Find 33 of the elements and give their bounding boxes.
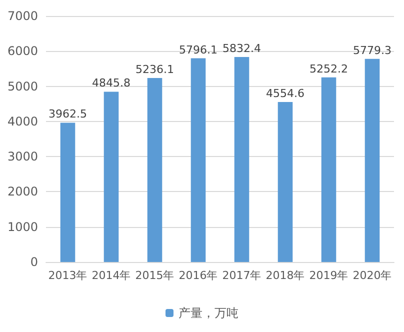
y-tick-label: 2000 [7, 184, 38, 199]
x-tick-label: 2015年 [135, 269, 174, 282]
y-tick-label: 3000 [7, 150, 38, 164]
x-tick-label: 2018年 [266, 269, 305, 282]
legend-label: 产量，万吨 [178, 306, 238, 320]
data-label: 5779.3 [353, 44, 392, 57]
x-tick-label: 2014年 [92, 269, 131, 282]
y-tick-label: 0 [30, 255, 38, 269]
bar [104, 92, 119, 262]
data-label: 4845.8 [92, 76, 130, 90]
x-tick-label: 2017年 [222, 269, 262, 282]
data-label: 5236.1 [136, 62, 174, 76]
y-tick-label: 4000 [7, 114, 38, 128]
bar [190, 58, 206, 262]
data-label: 5252.2 [310, 62, 348, 76]
bar [147, 78, 162, 262]
data-label: 3962.5 [48, 108, 87, 121]
data-label: 4554.6 [266, 86, 304, 100]
data-label: 5832.4 [222, 42, 261, 56]
x-tick-label: 2013年 [48, 269, 88, 282]
x-tick-label: 2020年 [352, 269, 392, 282]
bar [60, 122, 76, 262]
y-tick-label: 5000 [7, 79, 38, 94]
x-tick-label: 2019年 [309, 269, 348, 282]
x-tick-label: 2016年 [178, 269, 218, 282]
bar [321, 77, 336, 262]
bar [234, 57, 250, 262]
y-tick-label: 1000 [7, 220, 38, 234]
y-tick-label: 6000 [7, 44, 38, 58]
y-tick-label: 7000 [7, 9, 38, 23]
bar [278, 102, 293, 262]
bar [364, 58, 380, 262]
data-label: 5796.1 [179, 43, 218, 56]
